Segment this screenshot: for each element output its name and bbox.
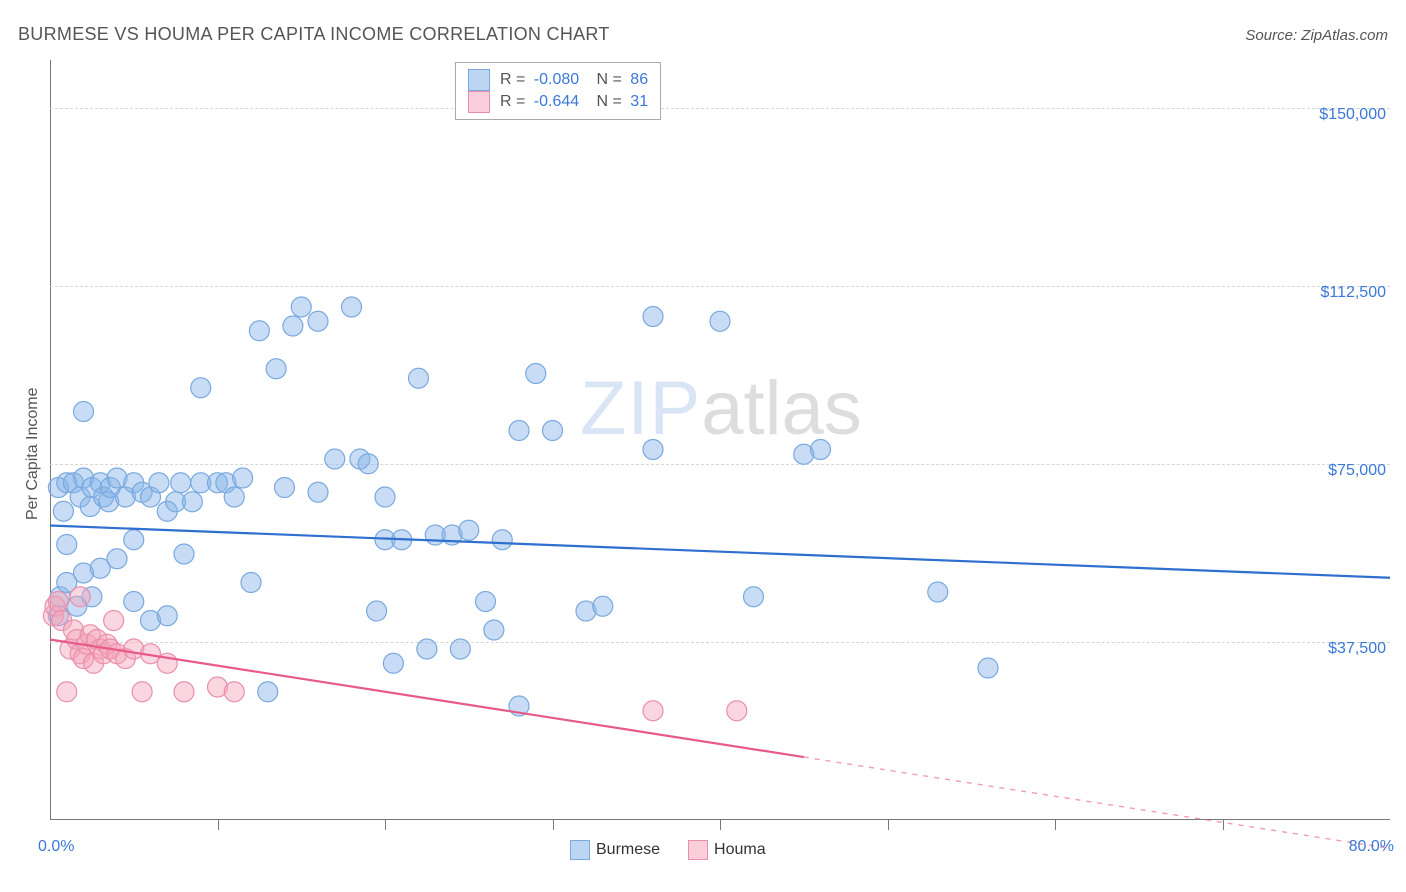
data-point <box>417 639 437 659</box>
data-point <box>492 530 512 550</box>
data-point <box>124 592 144 612</box>
data-point <box>107 549 127 569</box>
data-point <box>744 587 764 607</box>
data-point <box>57 682 77 702</box>
n-value: 31 <box>630 93 648 111</box>
data-point <box>48 592 68 612</box>
data-point <box>928 582 948 602</box>
data-point <box>132 682 152 702</box>
data-point <box>811 440 831 460</box>
data-point <box>224 487 244 507</box>
r-value: -0.644 <box>534 93 579 111</box>
data-point <box>476 592 496 612</box>
data-point <box>124 530 144 550</box>
data-point <box>593 596 613 616</box>
data-point <box>459 520 479 540</box>
data-point <box>233 468 253 488</box>
scatter-svg <box>0 0 1406 892</box>
data-point <box>249 321 269 341</box>
data-point <box>291 297 311 317</box>
data-point <box>308 482 328 502</box>
data-point <box>74 402 94 422</box>
data-point <box>509 421 529 441</box>
data-point <box>174 544 194 564</box>
trend-line-extrapolated <box>804 757 1390 848</box>
data-point <box>70 587 90 607</box>
data-point <box>191 378 211 398</box>
data-point <box>710 311 730 331</box>
legend-swatch <box>570 840 590 860</box>
n-label: N = <box>583 71 626 89</box>
n-value: 86 <box>630 71 648 89</box>
data-point <box>643 701 663 721</box>
legend-swatch <box>688 840 708 860</box>
data-point <box>174 682 194 702</box>
data-point <box>409 368 429 388</box>
data-point <box>258 682 278 702</box>
data-point <box>643 307 663 327</box>
data-point <box>342 297 362 317</box>
legend-item: Burmese <box>570 840 660 860</box>
data-point <box>367 601 387 621</box>
data-point <box>266 359 286 379</box>
legend-label: Burmese <box>596 841 660 859</box>
r-label: R = <box>500 71 530 89</box>
series-legend: Burmese Houma <box>570 840 766 860</box>
data-point <box>643 440 663 460</box>
data-point <box>283 316 303 336</box>
data-point <box>224 682 244 702</box>
trend-line <box>50 526 1390 578</box>
data-point <box>171 473 191 493</box>
data-point <box>325 449 345 469</box>
data-point <box>375 487 395 507</box>
data-point <box>543 421 563 441</box>
legend-swatch <box>468 69 490 91</box>
data-point <box>53 501 73 521</box>
legend-label: Houma <box>714 841 766 859</box>
r-label: R = <box>500 93 530 111</box>
correlation-legend: R = -0.080 N = 86R = -0.644 N = 31 <box>455 62 661 120</box>
n-label: N = <box>583 93 626 111</box>
data-point <box>104 611 124 631</box>
data-point <box>358 454 378 474</box>
data-point <box>275 478 295 498</box>
data-point <box>241 573 261 593</box>
legend-row: R = -0.080 N = 86 <box>468 69 648 91</box>
data-point <box>526 364 546 384</box>
data-point <box>383 653 403 673</box>
legend-swatch <box>468 91 490 113</box>
data-point <box>308 311 328 331</box>
data-point <box>727 701 747 721</box>
data-point <box>484 620 504 640</box>
legend-row: R = -0.644 N = 31 <box>468 91 648 113</box>
x-axis-max-label: 80.0% <box>1349 838 1394 856</box>
data-point <box>157 606 177 626</box>
data-point <box>978 658 998 678</box>
r-value: -0.080 <box>534 71 579 89</box>
data-point <box>450 639 470 659</box>
data-point <box>149 473 169 493</box>
x-axis-min-label: 0.0% <box>38 838 74 856</box>
data-point <box>182 492 202 512</box>
legend-item: Houma <box>688 840 766 860</box>
data-point <box>57 535 77 555</box>
